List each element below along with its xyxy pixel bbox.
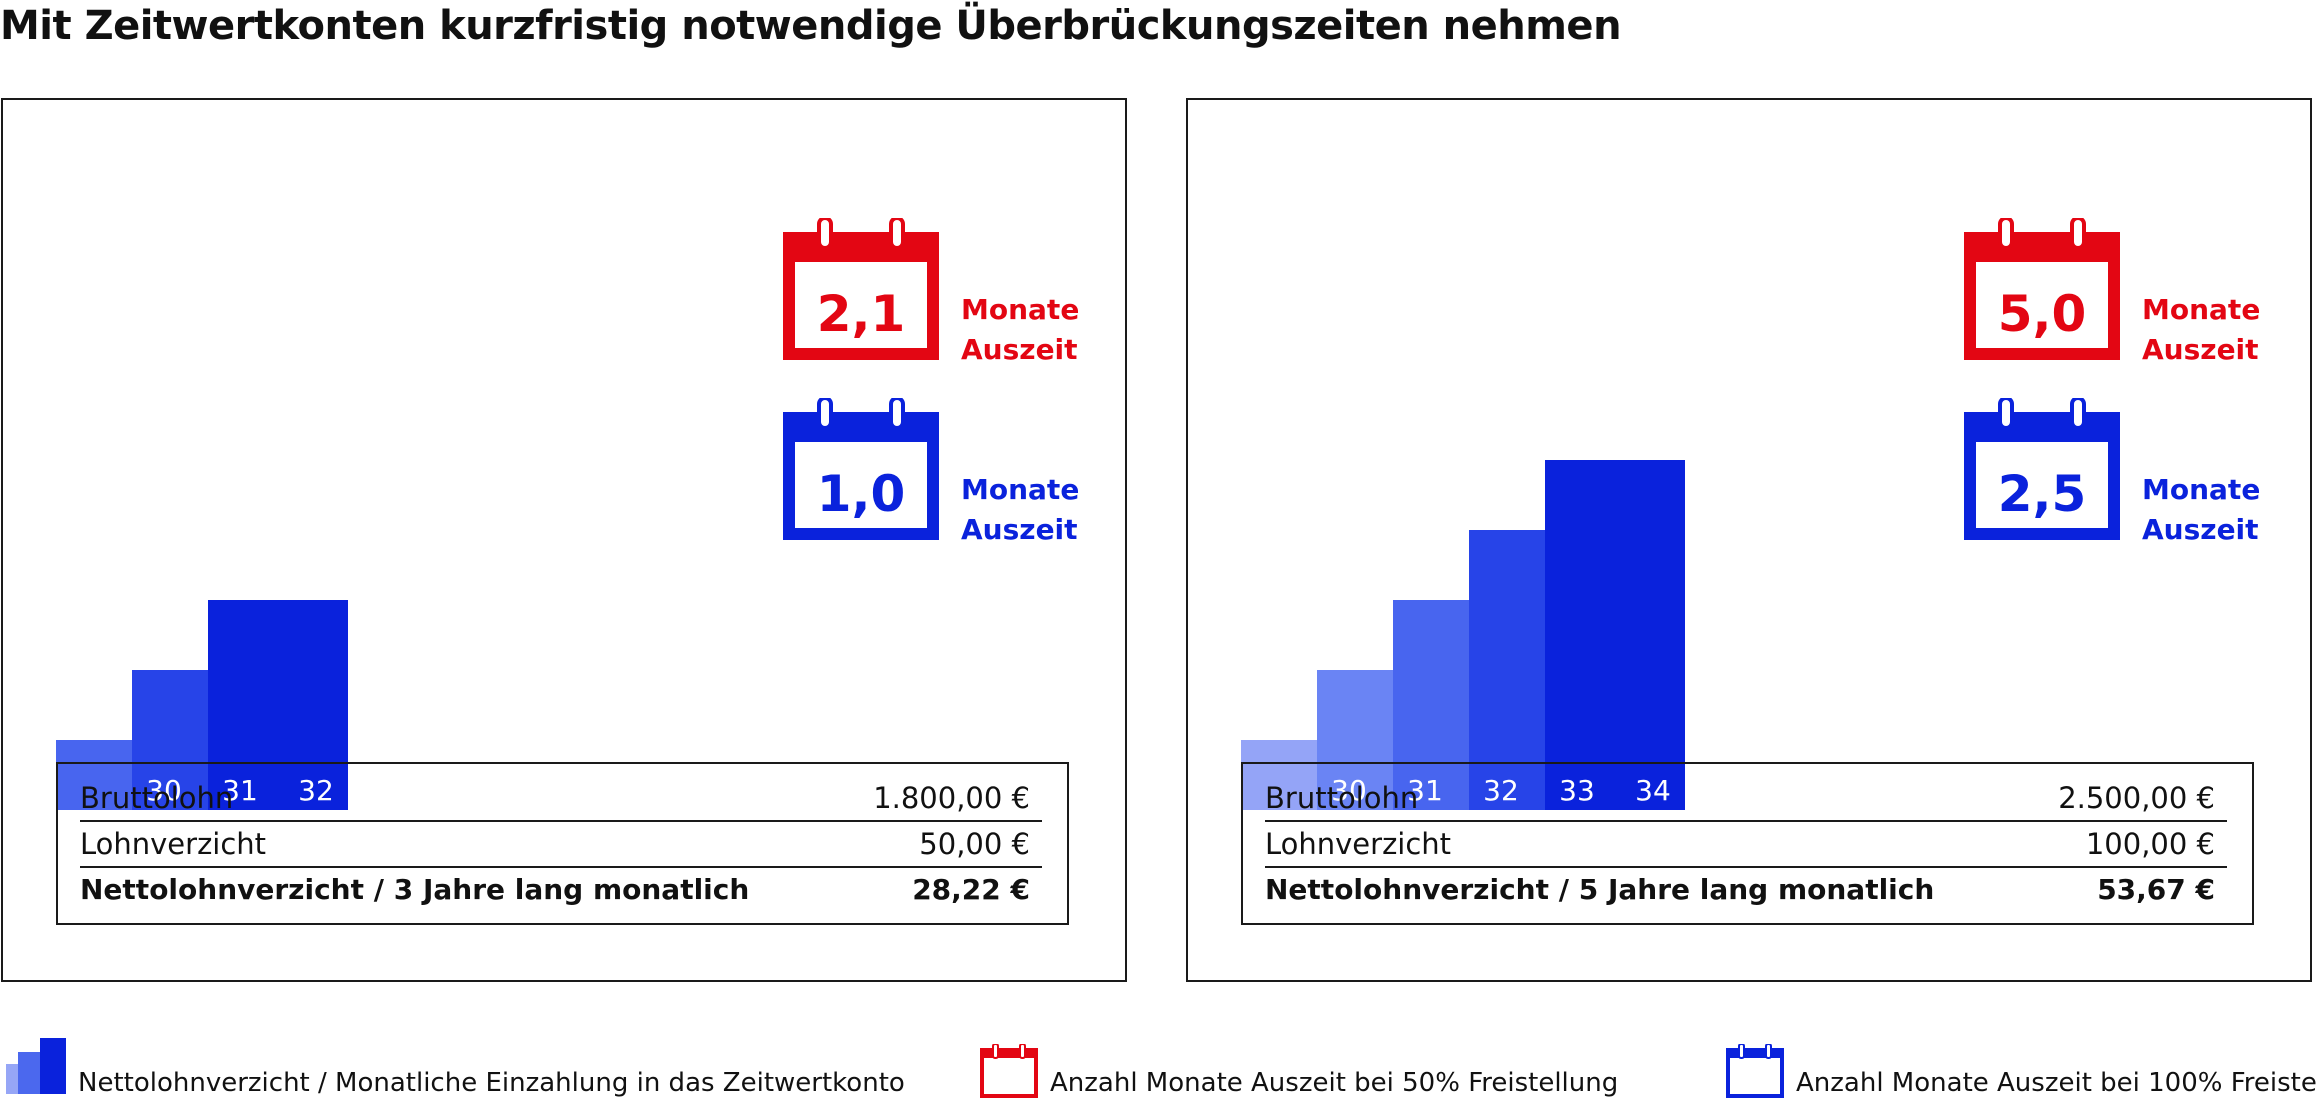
bar-32 [208,600,348,810]
chart-panel-left: 30 31 32 2,1 Monate Auszeit 1,0 Monate Aus… [1,98,1127,982]
bar-chart-right: 30 31 32 33 34 [1241,460,1685,810]
bar-label: 33 [1559,774,1595,807]
row-label: Nettolohnverzicht / 5 Jahre lang monatli… [1265,873,1935,906]
calendar-label-red: Monate Auszeit [2142,290,2260,370]
row-label: Lohnverzicht [1265,827,1452,861]
legend-label: Anzahl Monate Auszeit bei 100% Freistell… [1796,1068,2317,1098]
table-row-total: Nettolohnverzicht / 3 Jahre lang monatli… [80,868,1042,912]
label-line: Auszeit [2142,513,2259,546]
row-value: 53,67 € [2097,873,2215,906]
table-row: Bruttolohn 1.800,00 € [80,776,1042,822]
legend-label: Anzahl Monate Auszeit bei 50% Freistellu… [1050,1068,1619,1098]
label-line: Auszeit [961,513,1078,546]
bar-label: 31 [1407,774,1443,807]
page-title: Mit Zeitwertkonten kurzfristig notwendig… [0,3,1622,49]
blue-calendar-icon: 1,0 [783,398,939,540]
salary-table-left: Bruttolohn 1.800,00 € Lohnverzicht 50,00… [56,762,1069,925]
bar-label: 32 [298,774,334,807]
calendar-label-red: Monate Auszeit [961,290,1079,370]
calendar-value: 2,5 [1998,465,2087,523]
legend-item-red-calendar: Anzahl Monate Auszeit bei 50% Freistellu… [980,1036,1680,1100]
blue-calendar-icon: 2,5 [1964,398,2120,540]
bar-label: 34 [1635,774,1671,807]
row-value: 28,22 € [912,873,1030,906]
calendar-value: 5,0 [1998,285,2087,343]
calendar-label-blue: Monate Auszeit [961,470,1079,550]
label-line: Monate [961,293,1080,326]
row-value: 100,00 € [2085,827,2215,861]
red-calendar-icon [980,1044,1038,1098]
row-value: 2.500,00 € [2058,781,2215,815]
row-value: 50,00 € [919,827,1030,861]
bar-label: 30 [1331,774,1367,807]
table-row-total: Nettolohnverzicht / 5 Jahre lang monatli… [1265,868,2227,912]
label-line: Auszeit [2142,333,2259,366]
bar-label: 31 [222,774,258,807]
row-label: Lohnverzicht [80,827,267,861]
bar-chart-left: 30 31 32 [56,600,348,810]
table-row: Bruttolohn 2.500,00 € [1265,776,2227,822]
chart-panel-right: 30 31 32 33 34 5,0 Monate Auszeit 2,5 Monate… [1186,98,2312,982]
salary-table-right: Bruttolohn 2.500,00 € Lohnverzicht 100,0… [1241,762,2254,925]
legend-label: Nettolohnverzicht / Monatliche Einzahlun… [78,1068,905,1098]
legend-item-bars: Nettolohnverzicht / Monatliche Einzahlun… [6,1036,906,1100]
red-calendar-icon: 5,0 [1964,218,2120,360]
table-row: Lohnverzicht 100,00 € [1265,822,2227,868]
bar-label: 30 [146,774,182,807]
label-line: Monate [961,473,1080,506]
label-line: Auszeit [961,333,1078,366]
label-line: Monate [2142,293,2261,326]
table-row: Lohnverzicht 50,00 € [80,822,1042,868]
bar-34 [1545,460,1685,810]
row-label: Bruttolohn [1265,781,1419,815]
calendar-value: 1,0 [817,465,906,523]
legend-item-blue-calendar: Anzahl Monate Auszeit bei 100% Freistell… [1726,1036,2317,1100]
row-label: Nettolohnverzicht / 3 Jahre lang monatli… [80,873,750,906]
calendar-value: 2,1 [817,285,906,343]
label-line: Monate [2142,473,2261,506]
row-value: 1.800,00 € [873,781,1030,815]
bar-label: 32 [1483,774,1519,807]
red-calendar-icon: 2,1 [783,218,939,360]
stacked-bars-icon [6,1038,66,1094]
blue-calendar-icon [1726,1044,1784,1098]
calendar-label-blue: Monate Auszeit [2142,470,2260,550]
row-label: Bruttolohn [80,781,234,815]
